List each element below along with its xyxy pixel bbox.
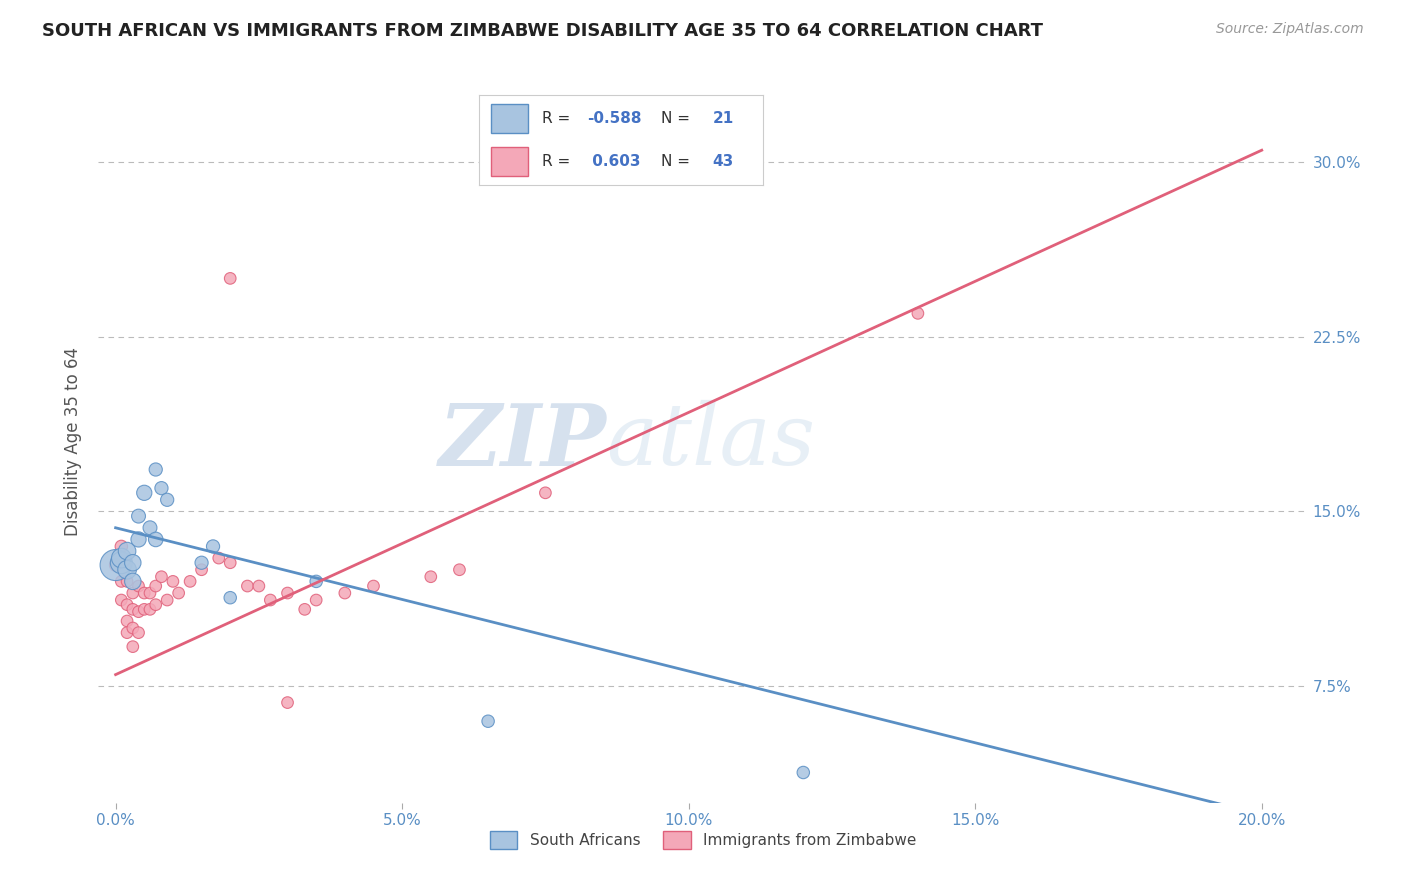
Point: [145, 579, 167, 593]
Point: [104, 558, 127, 572]
Point: [150, 481, 173, 495]
Text: SOUTH AFRICAN VS IMMIGRANTS FROM ZIMBABWE DISABILITY AGE 35 TO 64 CORRELATION CH: SOUTH AFRICAN VS IMMIGRANTS FROM ZIMBABW…: [42, 22, 1043, 40]
Point: [115, 563, 138, 577]
Point: [121, 586, 143, 600]
Point: [121, 602, 143, 616]
Point: [419, 570, 441, 584]
Point: [208, 551, 231, 566]
Point: [139, 586, 162, 600]
Point: [190, 556, 212, 570]
Point: [277, 586, 299, 600]
Point: [305, 593, 328, 607]
Point: [121, 640, 143, 654]
Point: [179, 574, 201, 589]
Point: [145, 533, 167, 547]
Point: [110, 593, 132, 607]
Point: [534, 485, 557, 500]
Point: [115, 625, 138, 640]
Legend: South Africans, Immigrants from Zimbabwe: South Africans, Immigrants from Zimbabwe: [482, 823, 924, 856]
Point: [449, 563, 471, 577]
Point: [333, 586, 356, 600]
Point: [128, 625, 150, 640]
Point: [907, 306, 929, 320]
Text: Source: ZipAtlas.com: Source: ZipAtlas.com: [1216, 22, 1364, 37]
Point: [167, 586, 190, 600]
Point: [305, 574, 328, 589]
Point: [134, 485, 156, 500]
Point: [134, 586, 156, 600]
Point: [110, 556, 132, 570]
Point: [219, 556, 242, 570]
Point: [190, 563, 212, 577]
Point: [115, 614, 138, 628]
Point: [104, 558, 127, 572]
Point: [110, 540, 132, 554]
Point: [121, 556, 143, 570]
Point: [115, 544, 138, 558]
Point: [156, 593, 179, 607]
Point: [128, 605, 150, 619]
Text: atlas: atlas: [606, 401, 815, 483]
Point: [139, 521, 162, 535]
Point: [247, 579, 270, 593]
Point: [294, 602, 316, 616]
Point: [128, 533, 150, 547]
Y-axis label: Disability Age 35 to 64: Disability Age 35 to 64: [65, 347, 83, 536]
Point: [145, 598, 167, 612]
Point: [110, 551, 132, 566]
Point: [128, 509, 150, 524]
Point: [162, 574, 184, 589]
Point: [219, 271, 242, 285]
Point: [110, 574, 132, 589]
Point: [477, 714, 499, 729]
Point: [156, 492, 179, 507]
Point: [219, 591, 242, 605]
Point: [202, 540, 225, 554]
Point: [277, 696, 299, 710]
Point: [121, 621, 143, 635]
Point: [115, 598, 138, 612]
Point: [145, 462, 167, 476]
Point: [121, 574, 143, 589]
Text: ZIP: ZIP: [439, 400, 606, 483]
Point: [236, 579, 259, 593]
Point: [128, 579, 150, 593]
Point: [134, 602, 156, 616]
Point: [139, 602, 162, 616]
Point: [792, 765, 814, 780]
Point: [115, 574, 138, 589]
Point: [150, 570, 173, 584]
Point: [259, 593, 281, 607]
Point: [363, 579, 385, 593]
